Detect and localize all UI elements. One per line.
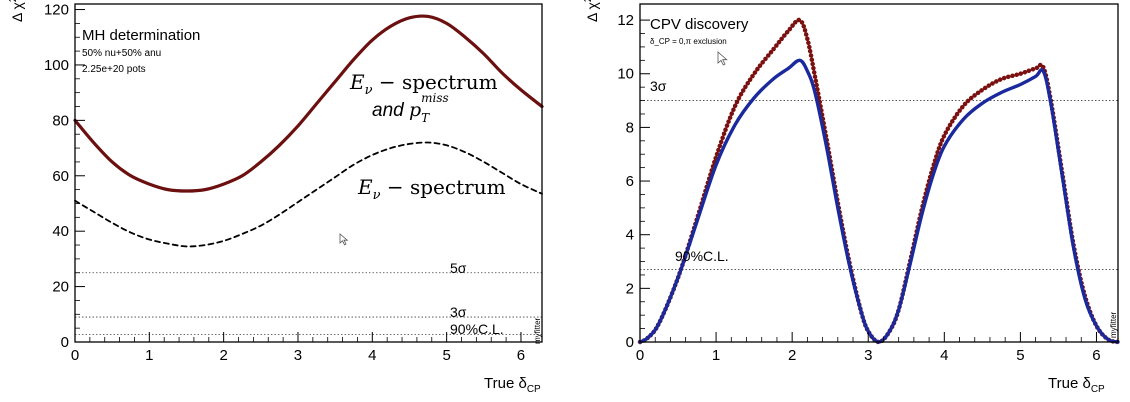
y-tick-label: 20 (52, 279, 69, 296)
y-tick-label: 0 (61, 334, 69, 351)
x-tick-label: 2 (219, 347, 227, 364)
y-tick-label: 12 (617, 12, 634, 29)
reference-lines (75, 272, 542, 335)
watermark: myfitter (1109, 311, 1118, 338)
ref-label-3sigma: 3σ (450, 304, 467, 320)
cursor-icon (339, 233, 349, 246)
x-tick-label: 4 (368, 347, 376, 364)
ref-label-5sigma: 5σ (450, 260, 467, 276)
y-tick-label: 4 (626, 227, 634, 244)
chart-subtitle: δ_CP = 0,π exclusion (650, 37, 727, 46)
x-axis-label: True δCP (484, 375, 541, 395)
y-tick-label: 0 (626, 334, 634, 351)
chart-title: MH determination (82, 27, 200, 44)
y-tick-label: 40 (52, 223, 69, 240)
chart-title: CPV discovery (650, 16, 749, 33)
ref-label-90cl: 90%C.L. (675, 248, 729, 264)
x-tick-label: 0 (636, 347, 644, 364)
x-tick-label: 3 (864, 347, 872, 364)
plot-frame (639, 3, 1119, 343)
series-line-dashed (74, 141, 543, 248)
series-line-solid (638, 58, 1120, 344)
upper-curve-label-line-1: Eν − spectrum (349, 70, 498, 98)
x-tick-label: 5 (442, 347, 450, 364)
y-tick-label: 8 (626, 119, 634, 136)
x-tick-label: 5 (1016, 347, 1024, 364)
upper-curve-label-line-2: and pTmiss (372, 91, 449, 125)
x-tick-label: 4 (940, 347, 948, 364)
x-tick-label: 1 (145, 347, 153, 364)
y-axis-label: Δ χ2 (583, 0, 600, 22)
chart-subtitle-line-2: 2.25e+20 pots (82, 64, 146, 75)
ref-label-90cl: 90%C.L. (450, 321, 504, 337)
x-axis-label: True δCP (1048, 375, 1105, 395)
y-tick-label: 120 (44, 2, 69, 19)
lower-curve-label: Eν − spectrum (357, 175, 506, 203)
y-tick-label: 6 (626, 173, 634, 190)
cursor-icon (717, 51, 728, 66)
x-tick-label: 6 (517, 347, 525, 364)
x-tick-label: 2 (788, 347, 796, 364)
y-tick-label: 2 (626, 280, 634, 297)
y-tick-label: 60 (52, 168, 69, 185)
y-tick-label: 100 (44, 57, 69, 74)
ref-label-3sigma: 3σ (650, 78, 667, 94)
y-tick-label: 80 (52, 112, 69, 129)
y-axis-label: Δ χ2 (8, 0, 25, 22)
watermark: myfitter (533, 317, 542, 344)
x-tick-label: 1 (712, 347, 720, 364)
x-tick-label: 0 (71, 347, 79, 364)
plot-frame (74, 3, 543, 343)
reference-lines (640, 100, 1118, 270)
y-tick-label: 10 (617, 66, 634, 83)
x-tick-label: 6 (1092, 347, 1100, 364)
chart-subtitle-line-1: 50% nu+50% anu (82, 48, 161, 59)
series-group (637, 17, 1121, 345)
series-group (73, 14, 544, 248)
series-line-solid (73, 14, 544, 193)
x-tick-label: 3 (294, 347, 302, 364)
